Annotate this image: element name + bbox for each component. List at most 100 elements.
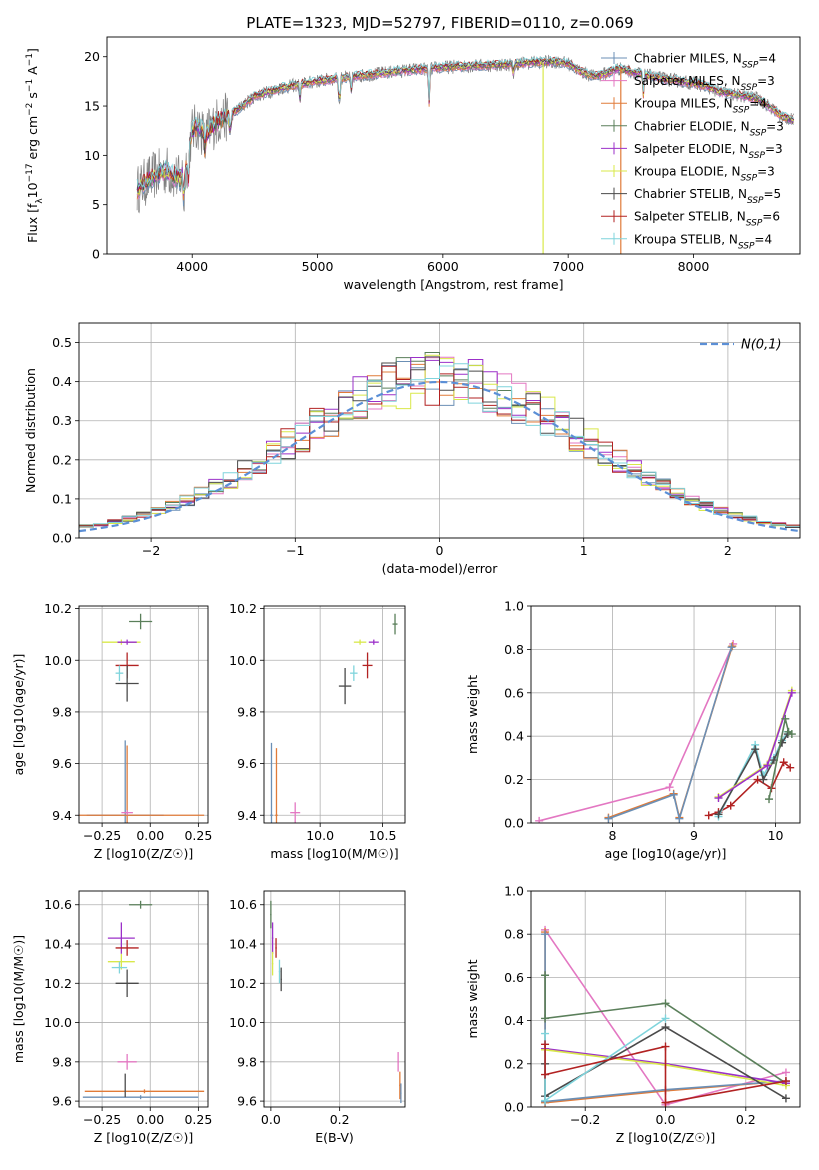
- x-tick-label: −0.25: [83, 1112, 121, 1127]
- y-tick-label: 0.6: [504, 685, 524, 700]
- legend-entry-count: =3: [766, 119, 784, 133]
- residual_histogram-panel: −2 −1 0 1 2 0.0 0.1 0.2 0.3 0.4 0.5 (data-model)/er…: [23, 322, 801, 576]
- errorbar-salpeter_miles: [121, 810, 133, 816]
- series-marker: [661, 1023, 670, 1032]
- series-marker: [714, 794, 723, 803]
- y-tick-label: 9.4: [52, 808, 72, 823]
- legend-entry: Kroupa MILES, NSSP=4: [634, 97, 767, 116]
- series-line: [544, 1017, 666, 1103]
- x-tick-label: 0.25: [184, 828, 212, 843]
- x-tick-label: 10.5: [369, 828, 397, 843]
- y-tick-label: 10.6: [44, 897, 72, 912]
- spectrum-plot-area: [136, 54, 795, 254]
- y-tick-label: 9.6: [237, 1094, 257, 1109]
- series-chabrier_miles: [604, 643, 736, 823]
- residual_histogram-plot-area: [79, 323, 800, 538]
- errorbar-chabrier_stelib: [115, 665, 139, 702]
- errorbar-salpeter_miles: [117, 1053, 137, 1070]
- y-tick-label: 0.0: [504, 1100, 524, 1115]
- legend-entry: Chabrier MILES, NSSP=4: [634, 52, 776, 71]
- series-marker: [675, 814, 684, 823]
- series-marker: [765, 795, 774, 804]
- weight_vs_Z-panel: −0.2 0.0 0.2 0.0 0.2 0.4 0.6 0.8 1.0 Z [log10(Z/Z…: [465, 884, 801, 1145]
- legend-entry: Chabrier ELODIE, NSSP=3: [634, 119, 784, 138]
- weight_vs_age-panel: 8 9 10 0.0 0.2 0.4 0.6 0.8 1.0 age [log10(age/yr)…: [465, 599, 801, 861]
- legend-entry-name: Salpeter STELIB, N: [634, 210, 746, 224]
- legend-entry-subscript: SSP: [747, 196, 764, 206]
- y-tick-label: 10.2: [229, 601, 257, 616]
- y-tick-label: 10.2: [229, 976, 257, 991]
- y-tick-label: 10.6: [229, 897, 257, 912]
- errorbar-salpeter_stelib: [362, 652, 373, 679]
- series-marker: [714, 810, 723, 819]
- x-tick-label: 10: [768, 828, 784, 843]
- legend-entry-name: Kroupa STELIB, N: [634, 232, 738, 246]
- axes-frame: [78, 605, 209, 824]
- series-marker: [781, 1068, 790, 1077]
- legend-entry-subscript: SSP: [741, 83, 758, 93]
- series-marker: [726, 801, 735, 810]
- legend-entry-name: Kroupa MILES, N: [634, 97, 733, 111]
- normal-curve: [79, 380, 800, 533]
- legend-entry-count: =4: [758, 52, 776, 66]
- y-axis-label-part: −1: [25, 53, 35, 66]
- legend-entry-name: Chabrier MILES, N: [634, 52, 742, 66]
- series-marker: [541, 1014, 550, 1023]
- y-tick-label: 0.3: [52, 413, 72, 428]
- age_vs_mass-panel: 10.0 10.5 9.4 9.6 9.8 10.0 10.2 mass [log10(M/M…: [229, 601, 406, 861]
- series-line: [608, 645, 734, 821]
- y-tick-label: 9.6: [237, 756, 257, 771]
- y-axis-label: mass [log10(M/M☉)]: [11, 935, 26, 1063]
- series-marker: [535, 816, 544, 823]
- y-axis-label-part: ]: [25, 48, 40, 53]
- legend-entry-subscript: SSP: [746, 219, 763, 229]
- series-marker: [541, 1040, 550, 1049]
- legend-entry: Salpeter STELIB, NSSP=6: [634, 210, 780, 229]
- legend-entry: Salpeter ELODIE, NSSP=3: [634, 142, 783, 161]
- series-line: [717, 733, 789, 815]
- series-marker: [763, 761, 772, 770]
- errorbar-chabrier_elodie: [270, 900, 272, 929]
- y-tick-label: 0.0: [504, 816, 524, 831]
- x-tick-label: 8: [609, 828, 617, 843]
- y-axis-label: mass weight: [465, 675, 480, 754]
- series-marker: [787, 730, 796, 739]
- y-tick-label: 0.6: [504, 970, 524, 985]
- axes-frame: [530, 605, 801, 824]
- errorbar-chabrier_miles: [82, 1095, 199, 1100]
- series-marker: [751, 745, 760, 754]
- series-marker: [759, 775, 768, 784]
- y-tick-label: 0.0: [52, 531, 72, 546]
- y-axis-label-part: −17: [25, 163, 35, 182]
- y-tick-label: 9.8: [237, 1054, 257, 1069]
- legend-entry-subscript: SSP: [748, 151, 765, 161]
- mass_vs_ebv-plot-area: [264, 891, 405, 1107]
- x-tick-label: 0.2: [330, 1112, 350, 1127]
- errorbar-chabrier_miles: [400, 1083, 402, 1104]
- y-tick-label: 0.4: [52, 374, 72, 389]
- errorbar-salpeter_miles: [290, 802, 301, 823]
- x-tick-label: 0.0: [656, 1112, 676, 1127]
- y-tick-label: 0: [92, 247, 100, 262]
- y-tick-label: 9.4: [237, 808, 257, 823]
- errorbar-kroupa_elodie: [107, 953, 135, 970]
- legend-entry-count: =5: [764, 187, 782, 201]
- legend-entry-name: Kroupa ELODIE, N: [634, 165, 741, 179]
- series-marker: [781, 714, 790, 723]
- y-tick-label: 0.8: [504, 927, 524, 942]
- series-marker: [541, 1029, 550, 1038]
- series-salpeter_miles: [535, 639, 738, 823]
- axes-frame: [263, 890, 406, 1108]
- model-line-kroupa_stelib: [136, 56, 795, 191]
- series-marker: [669, 790, 678, 799]
- y-tick-label: 9.8: [52, 704, 72, 719]
- errorbar-chabrier_elodie: [129, 613, 153, 630]
- errorbar-salpeter_elodie: [271, 922, 274, 954]
- legend-entry-count: =6: [762, 210, 780, 224]
- errorbar-kroupa_elodie: [271, 951, 274, 976]
- x-tick-label: 7000: [552, 259, 584, 274]
- x-tick-label: 0.2: [736, 1112, 756, 1127]
- y-tick-label: 0.5: [52, 335, 72, 350]
- y-tick-label: 9.8: [52, 1054, 72, 1069]
- y-axis-label-part: −1: [25, 79, 35, 92]
